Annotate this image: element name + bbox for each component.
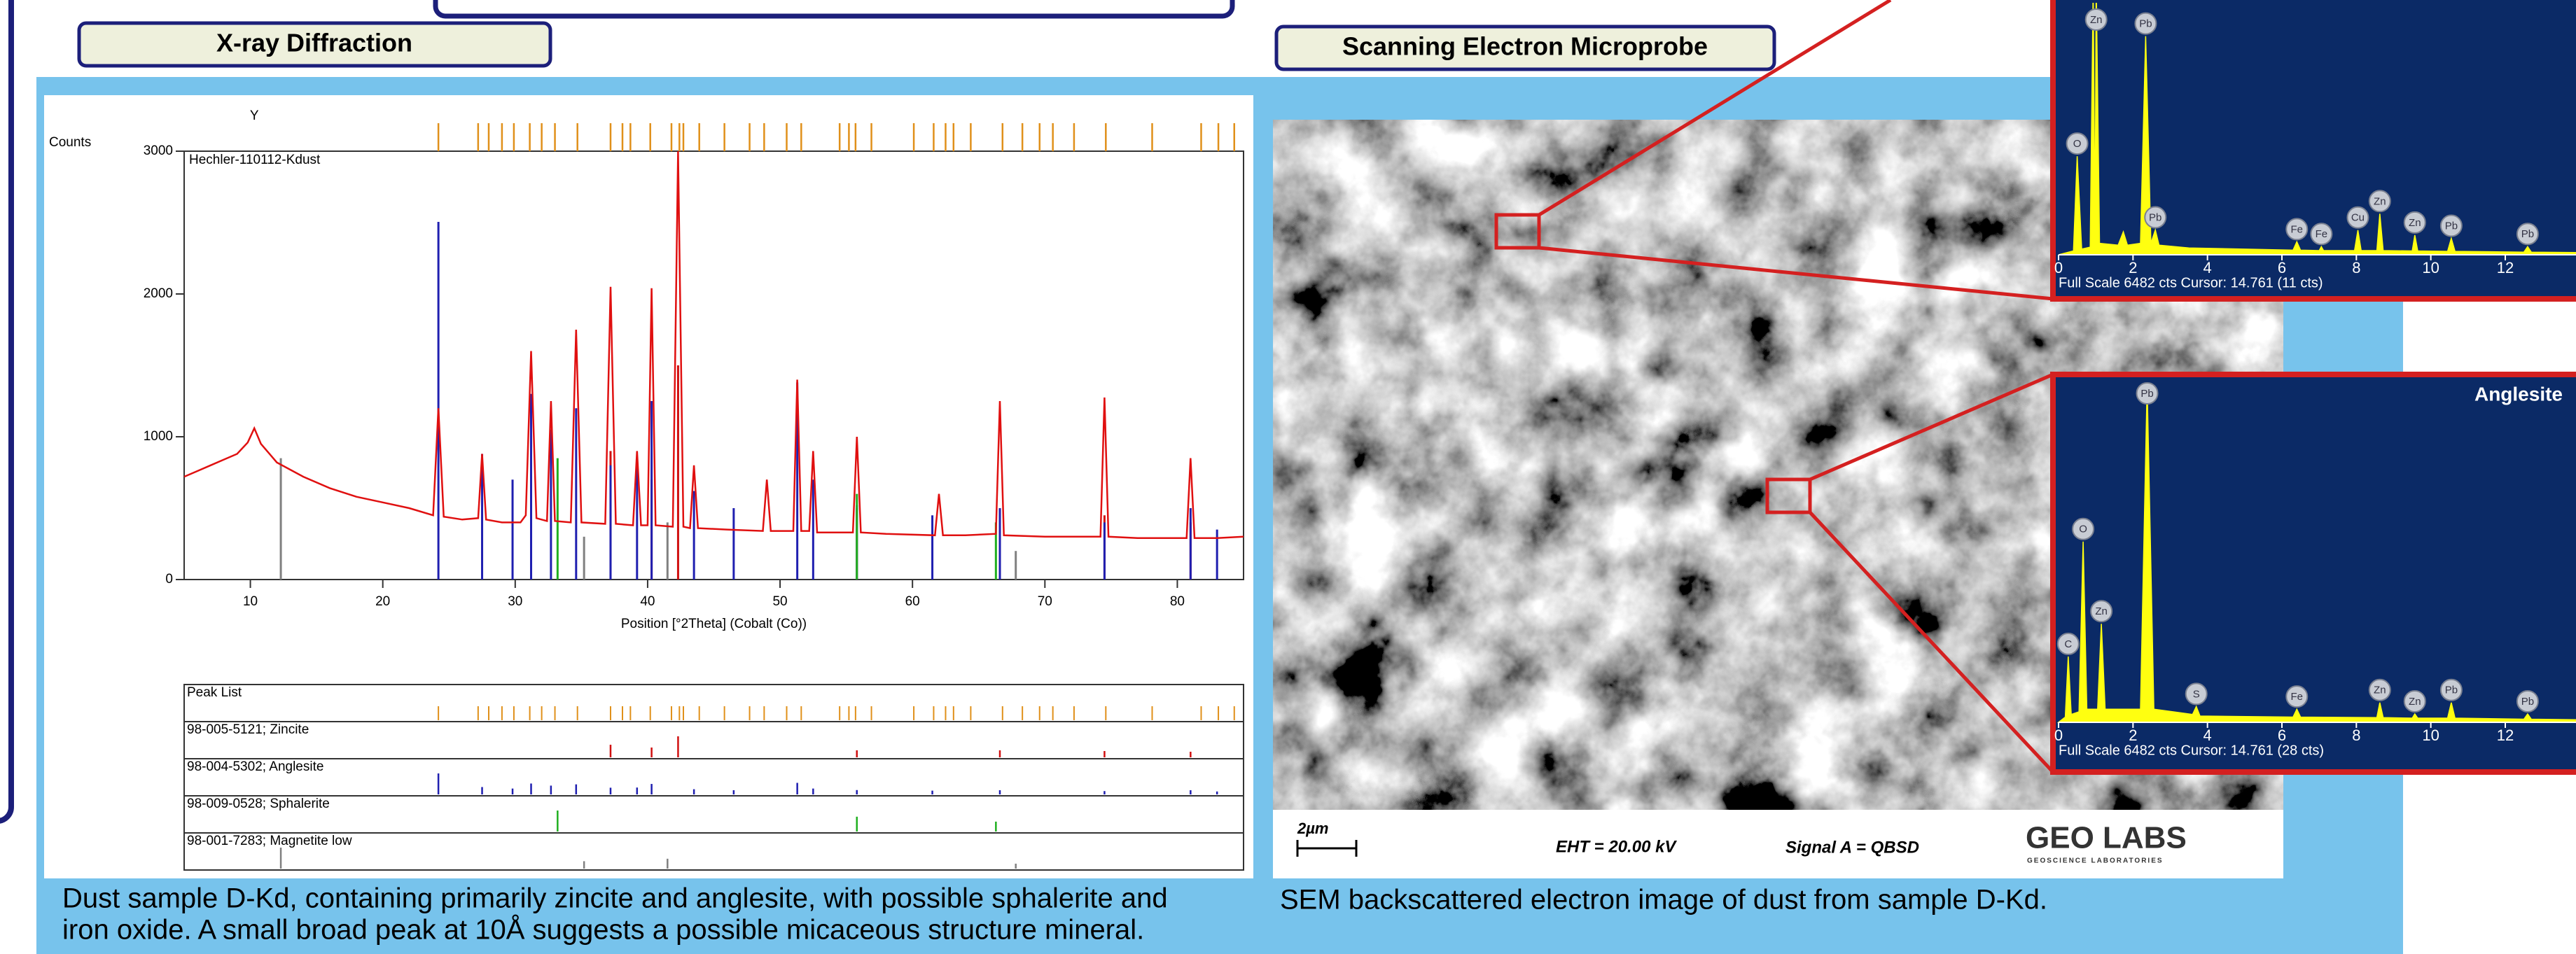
element-label: Zn: [2409, 696, 2421, 708]
element-label: Pb: [2521, 696, 2534, 708]
marker-label: Y: [250, 108, 259, 123]
y-axis-label: Counts: [49, 135, 91, 150]
x-tick-label: 50: [772, 594, 787, 609]
peak-list-title: Peak List: [187, 685, 242, 700]
x-tick-label: 0: [2054, 259, 2063, 276]
element-label: Pb: [2521, 228, 2534, 240]
peak-list-row-label: 98-009-0528; Sphalerite: [187, 797, 330, 811]
eds-title: Anglesite: [2474, 383, 2563, 405]
element-label: Pb: [2445, 220, 2458, 232]
x-tick-label: 10: [2422, 259, 2439, 276]
xrd-title: X-ray Diffraction: [216, 29, 412, 57]
x-tick-label: 4: [2203, 259, 2212, 276]
x-tick-label: 70: [1038, 594, 1052, 609]
eht-label: EHT = 20.00 kV: [1556, 837, 1677, 856]
element-label: Fe: [2316, 228, 2328, 240]
x-tick-label: 2: [2129, 727, 2137, 744]
element-label: Zn: [2095, 605, 2108, 617]
x-tick-label: 0: [2054, 727, 2063, 744]
xrd-caption-line: Dust sample D-Kd, containing primarily z…: [62, 883, 1168, 914]
page: X-ray Diffraction Scanning Electron Micr…: [0, 0, 2576, 954]
xrd-caption-line: iron oxide. A small broad peak at 10Å su…: [62, 914, 1144, 946]
y-tick-label: 2000: [144, 286, 173, 301]
y-tick-label: 0: [165, 572, 173, 587]
x-tick-label: 4: [2203, 727, 2212, 744]
element-label: Pb: [2140, 388, 2153, 400]
element-label: O: [2079, 524, 2087, 535]
element-label: Zn: [2409, 217, 2421, 229]
eds-footer: Full Scale 6482 cts Cursor: 14.761 (28 c…: [2059, 743, 2324, 758]
element-label: O: [2073, 138, 2082, 150]
element-label: Pb: [2445, 685, 2458, 696]
y-tick-label: 3000: [144, 143, 173, 158]
x-tick-label: 80: [1170, 594, 1185, 609]
element-label: Pb: [2149, 211, 2161, 223]
peak-list-row-label: 98-005-5121; Zincite: [187, 722, 309, 737]
sample-label: Hechler-110112-Kdust: [189, 153, 321, 167]
sem-caption: SEM backscattered electron image of dust…: [1280, 885, 2047, 916]
eds-footer: Full Scale 6482 cts Cursor: 14.761 (11 c…: [2059, 275, 2323, 290]
element-label: Fe: [2291, 691, 2304, 703]
element-label: Zn: [2090, 14, 2103, 26]
poster: X-ray Diffraction Scanning Electron Micr…: [0, 0, 2576, 954]
left-frame: [0, 0, 11, 821]
element-label: C: [2064, 638, 2072, 650]
x-axis-label: Position [°2Theta] (Cobalt (Co)): [621, 617, 807, 631]
x-tick-label: 60: [905, 594, 920, 609]
logo-subtitle: GEOSCIENCE LABORATORIES: [2027, 857, 2164, 865]
x-tick-label: 6: [2278, 259, 2286, 276]
x-tick-label: 2: [2129, 259, 2137, 276]
element-label: Pb: [2139, 18, 2152, 30]
x-tick-label: 12: [2497, 259, 2514, 276]
top-banner: [436, 0, 1232, 16]
element-label: Zn: [2374, 685, 2386, 696]
x-tick-label: 20: [375, 594, 390, 609]
element-label: Fe: [2291, 223, 2304, 235]
x-tick-label: 6: [2278, 727, 2286, 744]
element-label: S: [2193, 688, 2200, 700]
sem-title: Scanning Electron Microprobe: [1342, 32, 1708, 61]
peak-list-row-label: 98-001-7283; Magnetite low: [187, 834, 352, 848]
x-tick-label: 30: [508, 594, 522, 609]
x-tick-label: 40: [640, 594, 655, 609]
element-label: Zn: [2374, 195, 2386, 207]
logo: GEO LABS: [2026, 821, 2187, 855]
x-tick-label: 8: [2352, 259, 2360, 276]
y-tick-label: 1000: [144, 429, 173, 444]
x-tick-label: 10: [243, 594, 258, 609]
x-tick-label: 8: [2352, 727, 2360, 744]
x-tick-label: 12: [2497, 727, 2514, 744]
signal-label: Signal A = QBSD: [1785, 838, 1919, 857]
element-label: Cu: [2351, 212, 2365, 224]
x-tick-label: 10: [2422, 727, 2439, 744]
scale-bar-label: 2µm: [1297, 820, 1328, 837]
peak-list-row-label: 98-004-5302; Anglesite: [187, 759, 323, 774]
